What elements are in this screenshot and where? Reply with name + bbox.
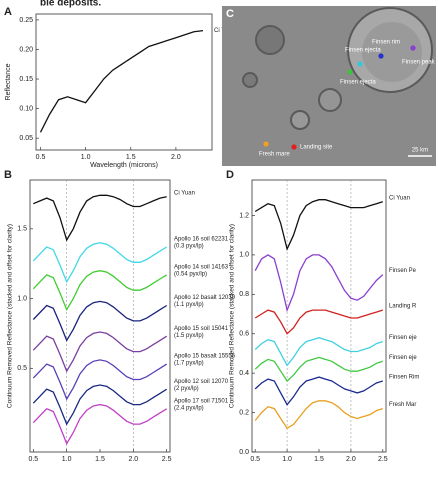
- y-tick-label: 0.25: [19, 17, 33, 24]
- x-tick-label: 2.0: [128, 456, 138, 463]
- x-axis-label: Wavelength (microns): [90, 162, 158, 169]
- scale-bar-label: 25 km: [412, 148, 428, 154]
- series-label: Apollo 12 soil 12070: [174, 379, 229, 385]
- spectrum-line: [32, 270, 168, 312]
- plot-frame: [251, 179, 387, 453]
- y-tick-label: 1.0: [17, 295, 27, 302]
- site-label: Finsen peak: [402, 60, 436, 66]
- spectrum-line: [32, 384, 168, 426]
- spectrum-line: [254, 356, 383, 382]
- site-marker: [263, 141, 269, 147]
- site-label: Landing site: [300, 145, 333, 151]
- spectrum-line: [254, 309, 383, 335]
- series-label: Apollo 16 soil 62231: [174, 237, 229, 243]
- series-label: Landing R: [389, 304, 417, 310]
- plot-frame: [35, 13, 213, 151]
- crater: [242, 72, 258, 88]
- y-tick-label: 0.20: [19, 46, 33, 53]
- x-tick-label: 1.5: [126, 154, 136, 161]
- site-label: Finsen ejecta: [345, 48, 381, 54]
- series-sublabel: (0.3 pyx/lp): [174, 244, 204, 250]
- y-tick-label: 1.5: [17, 226, 27, 233]
- x-tick-label: 1.5: [314, 456, 324, 463]
- crater: [255, 25, 285, 55]
- x-tick-label: 1.0: [282, 456, 292, 463]
- series-label: Apollo 12 basalt 12030: [174, 295, 236, 301]
- series-label: Fresh Mar: [389, 402, 416, 408]
- x-tick-label: 0.5: [250, 456, 260, 463]
- site-label: Finsen ejecta: [340, 80, 376, 86]
- crater-floor: [362, 22, 422, 82]
- series-label: Apollo 14 soil 14163: [174, 264, 229, 270]
- spectrum-line: [254, 400, 383, 430]
- spectrum-line: [254, 254, 384, 313]
- x-tick-label: 0.5: [36, 154, 46, 161]
- y-tick-label: 0.05: [19, 135, 33, 142]
- x-tick-label: 1.0: [62, 456, 72, 463]
- x-tick-label: 2.5: [162, 456, 172, 463]
- site-marker: [410, 45, 416, 51]
- caption-fragment: ble deposits.: [40, 0, 101, 9]
- x-tick-label: 1.5: [95, 456, 105, 463]
- series-sublabel: (0.54 pyx/lp): [174, 271, 207, 277]
- series-label: Ci Yuan: [174, 190, 195, 196]
- y-tick-label: 0.2: [239, 409, 249, 416]
- series-label: Finsen Rim: [389, 375, 419, 381]
- y-axis-label: Reflectance: [5, 63, 12, 100]
- x-tick-label: 2.0: [171, 154, 181, 161]
- y-tick-label: 0.4: [239, 370, 249, 377]
- spectrum-line: [32, 300, 168, 342]
- panel-letter: B: [4, 169, 12, 181]
- series-label: Finsen eje: [389, 355, 417, 361]
- site-label: Fresh mare: [259, 152, 290, 158]
- x-tick-label: 2.0: [346, 456, 356, 463]
- site-marker: [378, 53, 384, 59]
- y-tick-label: 1.2: [239, 212, 249, 219]
- series-sublabel: (2 pyx/lp): [174, 386, 199, 392]
- y-tick-label: 0.15: [19, 76, 33, 83]
- spectrum-line: [33, 194, 167, 242]
- x-tick-label: 0.5: [28, 456, 38, 463]
- spectrum-line: [32, 359, 168, 401]
- crater: [290, 110, 310, 130]
- series-label: Finsen Pe: [389, 268, 417, 274]
- y-axis-label: Continuum Removed Reflectance (stacked a…: [229, 224, 236, 408]
- y-tick-label: 1.0: [239, 252, 249, 259]
- panel-letter: A: [4, 6, 12, 18]
- panel-letter: C: [226, 8, 234, 20]
- y-tick-label: 0.5: [17, 365, 27, 372]
- spectrum-line: [32, 403, 168, 446]
- series-sublabel: (1.7 pyx/lp): [174, 361, 204, 367]
- y-tick-label: 0.0: [239, 449, 249, 456]
- spectrum-line: [254, 337, 383, 367]
- site-label: Finsen rim: [372, 40, 400, 46]
- spectrum-line: [39, 29, 204, 133]
- series-label: Apollo 15 soil 15041: [174, 326, 229, 332]
- series-sublabel: (1.5 pyx/lp): [174, 333, 204, 339]
- spectrum-line: [32, 242, 168, 284]
- spectrum-line: [32, 331, 168, 373]
- series-label: Finsen eje: [389, 335, 417, 341]
- x-tick-label: 2.5: [378, 456, 388, 463]
- series-label: Ci Yuan: [389, 195, 410, 201]
- series-label: Apollo 15 basalt 15555: [174, 354, 236, 360]
- panel-letter: D: [226, 169, 234, 181]
- y-tick-label: 0.8: [239, 291, 249, 298]
- site-marker: [291, 144, 297, 150]
- y-axis-label: Continuum Removed Reflectance (stacked a…: [7, 224, 14, 408]
- site-marker: [347, 69, 353, 75]
- y-tick-label: 0.10: [19, 105, 33, 112]
- x-tick-label: 1.0: [81, 154, 91, 161]
- series-label: Apollo 17 soil 71501: [174, 398, 229, 404]
- site-marker: [357, 61, 363, 67]
- spectrum-line: [254, 376, 383, 406]
- series-sublabel: (1.1 pyx/lp): [174, 302, 204, 308]
- crater: [318, 88, 342, 112]
- y-tick-label: 0.6: [239, 331, 249, 338]
- series-sublabel: (2.4 pyx/lp): [174, 405, 204, 411]
- spectrum-line: [254, 199, 383, 251]
